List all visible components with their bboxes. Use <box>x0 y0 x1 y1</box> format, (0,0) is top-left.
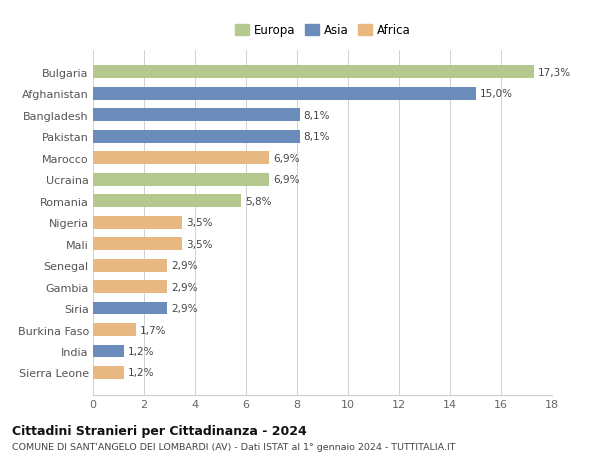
Text: 2,9%: 2,9% <box>171 303 197 313</box>
Bar <box>93 366 124 379</box>
Bar <box>93 216 182 229</box>
Text: 17,3%: 17,3% <box>538 67 571 78</box>
Text: 5,8%: 5,8% <box>245 196 271 206</box>
Bar <box>93 345 124 358</box>
Bar <box>93 259 167 272</box>
Text: 8,1%: 8,1% <box>304 132 330 142</box>
Bar <box>93 88 476 101</box>
Text: Cittadini Stranieri per Cittadinanza - 2024: Cittadini Stranieri per Cittadinanza - 2… <box>12 425 307 437</box>
Legend: Europa, Asia, Africa: Europa, Asia, Africa <box>232 22 413 39</box>
Bar <box>93 152 269 165</box>
Bar <box>93 323 136 336</box>
Text: 8,1%: 8,1% <box>304 111 330 120</box>
Bar <box>93 238 182 251</box>
Text: 6,9%: 6,9% <box>273 153 299 163</box>
Text: 1,7%: 1,7% <box>140 325 167 335</box>
Text: 1,2%: 1,2% <box>127 346 154 356</box>
Text: 2,9%: 2,9% <box>171 261 197 270</box>
Text: 3,5%: 3,5% <box>186 218 212 228</box>
Text: 2,9%: 2,9% <box>171 282 197 292</box>
Text: 15,0%: 15,0% <box>479 89 512 99</box>
Bar <box>93 66 534 79</box>
Bar <box>93 302 167 315</box>
Bar <box>93 109 299 122</box>
Text: 3,5%: 3,5% <box>186 239 212 249</box>
Bar <box>93 280 167 293</box>
Text: 1,2%: 1,2% <box>127 368 154 378</box>
Text: COMUNE DI SANT'ANGELO DEI LOMBARDI (AV) - Dati ISTAT al 1° gennaio 2024 - TUTTIT: COMUNE DI SANT'ANGELO DEI LOMBARDI (AV) … <box>12 442 455 451</box>
Bar <box>93 174 269 186</box>
Text: 6,9%: 6,9% <box>273 175 299 185</box>
Bar <box>93 195 241 207</box>
Bar <box>93 130 299 143</box>
